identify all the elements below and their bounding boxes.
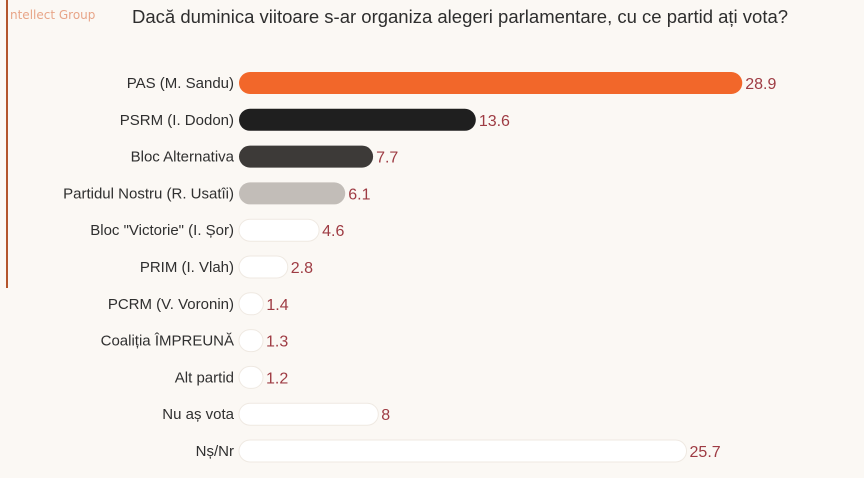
bar [238, 255, 289, 279]
category-label: Nu aș vota [162, 406, 234, 423]
value-label: 1.3 [266, 334, 288, 351]
category-label: PRIM (I. Vlah) [140, 259, 234, 276]
bar [238, 402, 379, 426]
bar [238, 292, 264, 316]
brand-label: ntellect Group [10, 8, 96, 22]
value-label: 25.7 [690, 444, 721, 461]
value-label: 4.6 [322, 223, 344, 240]
accent-rule [6, 0, 8, 288]
bar [238, 329, 264, 353]
category-label: Bloc Alternativa [131, 149, 235, 166]
category-label: Coaliția ÎMPREUNĂ [101, 333, 234, 350]
category-label: PCRM (V. Voronin) [108, 296, 234, 313]
category-label: Bloc "Victorie" (I. Șor) [90, 222, 234, 239]
value-label: 7.7 [376, 150, 398, 167]
category-label: Partidul Nostru (R. Usatîi) [63, 185, 234, 202]
value-label: 1.4 [266, 297, 288, 314]
value-label: 1.2 [266, 370, 288, 387]
value-label: 6.1 [348, 186, 370, 203]
category-label: Nș/Nr [196, 443, 234, 460]
bar [239, 72, 743, 94]
category-label: PSRM (I. Dodon) [120, 112, 234, 129]
bar [239, 145, 374, 168]
bar [238, 439, 688, 463]
category-label: Alt partid [175, 369, 234, 386]
chart-title: Dacă duminica viitoare s-ar organiza ale… [132, 6, 789, 27]
bar [238, 218, 320, 242]
value-label: 13.6 [479, 113, 510, 130]
bar [239, 108, 476, 131]
bar [239, 182, 346, 205]
value-label: 8 [381, 407, 390, 424]
bar [238, 365, 264, 389]
value-label: 2.8 [291, 260, 313, 277]
category-label: PAS (M. Sandu) [127, 75, 234, 92]
value-label: 28.9 [745, 76, 776, 93]
